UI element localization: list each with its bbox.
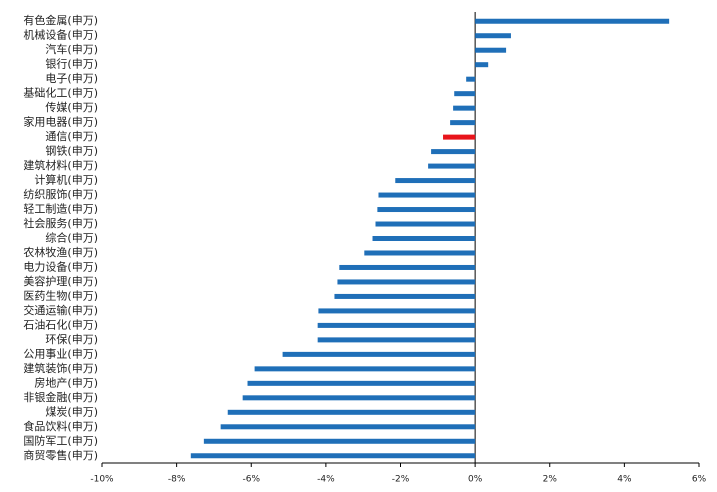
x-tick-label: -10% [90, 475, 114, 485]
x-tick-label: -8% [168, 475, 186, 485]
bar [466, 76, 476, 82]
bar [377, 207, 476, 213]
bar [475, 47, 507, 53]
bar [339, 264, 476, 270]
y-tick-label: 医药生物(申万) [23, 288, 98, 302]
x-tick-label: 0% [468, 475, 483, 485]
y-tick-label: 综合(申万) [45, 231, 98, 245]
x-tick-label: 6% [692, 475, 707, 485]
y-tick-label: 纺织服饰(申万) [23, 187, 98, 201]
y-tick-label: 美容护理(申万) [23, 274, 98, 288]
bar [190, 453, 476, 459]
y-tick-label: 家用电器(申万) [23, 115, 98, 129]
y-tick-label: 钢铁(申万) [45, 145, 98, 158]
bar [317, 322, 476, 328]
x-tick-label: 4% [617, 475, 632, 485]
x-tick-label: 2% [543, 475, 558, 485]
y-tick-label: 国防军工(申万) [23, 433, 98, 447]
bar [443, 134, 476, 140]
y-tick-label: 机械设备(申万) [23, 28, 98, 42]
bar [203, 438, 476, 444]
y-tick-label: 轻工制造(申万) [23, 202, 98, 216]
bar [242, 395, 476, 401]
y-tick-label: 建筑装饰(申万) [23, 361, 98, 375]
bar [364, 250, 476, 256]
bar [450, 120, 476, 126]
bar [475, 33, 511, 39]
x-tick-label: -2% [392, 475, 410, 485]
y-tick-label: 汽车(申万) [45, 42, 98, 56]
bar [378, 192, 476, 198]
x-tick-label: -4% [317, 475, 335, 485]
bar [337, 279, 476, 285]
y-tick-label: 传媒(申万) [45, 101, 98, 114]
bar [454, 91, 476, 97]
y-tick-label: 建筑材料(申万) [23, 158, 98, 172]
bar [220, 424, 476, 430]
y-tick-label: 通信(申万) [45, 130, 98, 143]
y-tick-label: 交通运输(申万) [23, 303, 98, 317]
bar [334, 293, 476, 299]
y-tick-label: 农林牧渔(申万) [23, 245, 98, 259]
bar [318, 308, 476, 314]
y-tick-label: 食品饮料(申万) [23, 419, 98, 433]
bar [227, 409, 476, 415]
bar [372, 236, 476, 241]
y-tick-label: 商贸零售(申万) [23, 448, 98, 462]
x-tick-label: -6% [242, 475, 260, 485]
y-tick-label: 有色金属(申万) [23, 13, 98, 27]
y-tick-label: 计算机(申万) [34, 173, 98, 187]
y-tick-label: 非银金融(申万) [23, 390, 98, 404]
bar [254, 366, 476, 372]
bar [317, 337, 476, 343]
y-tick-label: 煤炭(申万) [45, 405, 98, 418]
y-tick-label: 银行(申万) [45, 57, 98, 71]
bar [475, 18, 670, 24]
bar [282, 351, 476, 357]
bar [431, 149, 476, 155]
bar [247, 380, 476, 386]
y-tick-label: 电力设备(申万) [23, 259, 98, 273]
bar [428, 163, 476, 169]
bar [395, 178, 476, 184]
bar [375, 221, 476, 227]
y-tick-label: 电子(申万) [45, 72, 98, 85]
bar [475, 62, 489, 68]
y-tick-label: 基础化工(申万) [23, 86, 98, 100]
y-tick-label: 公用事业(申万) [23, 347, 98, 360]
y-tick-label: 社会服务(申万) [23, 216, 98, 230]
y-tick-label: 房地产(申万) [34, 375, 98, 389]
bar [453, 105, 476, 111]
y-tick-label: 石油石化(申万) [23, 317, 98, 331]
y-tick-label: 环保(申万) [45, 332, 98, 346]
